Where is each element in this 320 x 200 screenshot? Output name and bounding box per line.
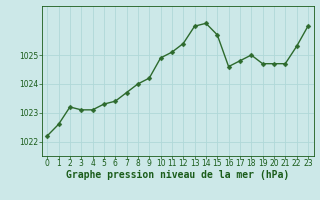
X-axis label: Graphe pression niveau de la mer (hPa): Graphe pression niveau de la mer (hPa) bbox=[66, 170, 289, 180]
